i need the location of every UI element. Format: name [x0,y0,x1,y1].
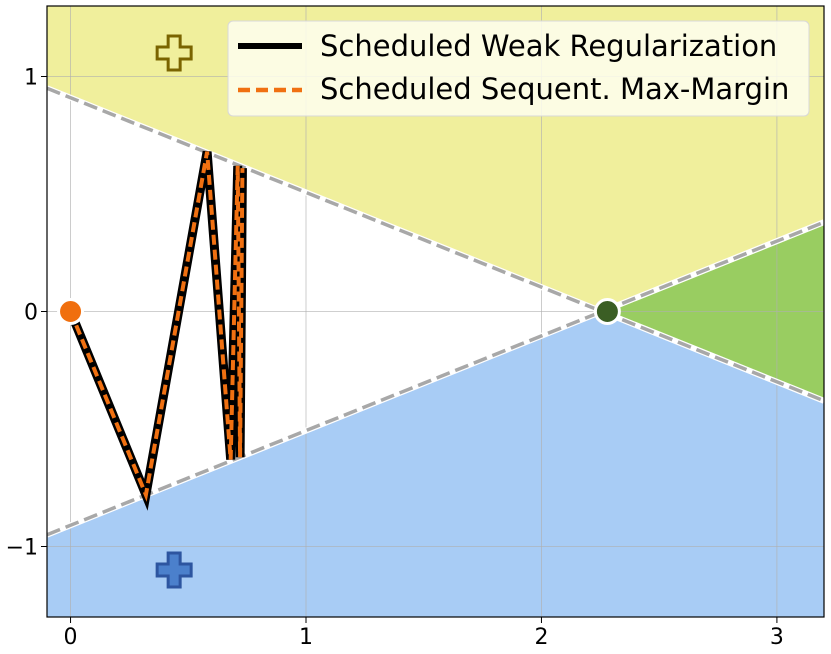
marker-layer [57,34,621,589]
boundary-layer [47,85,824,538]
legend-label-sequent-max-margin: Scheduled Sequent. Max-Margin [320,72,789,106]
lower-plus-marker [155,551,193,589]
upper-plus-marker [155,34,193,72]
y-tick-label: 0 [24,301,38,326]
x-tick-label: 3 [770,625,784,650]
x-tick-label: 0 [64,625,78,650]
series-sequent-max-margin [68,151,245,502]
series-layer [66,150,247,511]
legend: Scheduled Weak Regularization Scheduled … [227,20,810,117]
boundary-halo [47,219,824,538]
y-tick-label: −1 [6,536,38,561]
y-tick-label: 1 [24,66,38,91]
ticks-layer: 0 1 2 3 1 0 −1 [6,66,784,651]
x-tick-label: 1 [299,625,313,650]
intersection-dot [593,298,621,325]
x-tick-label: 2 [534,625,548,650]
legend-box [227,20,810,117]
lower-class-region [47,311,824,617]
legend-label-weak-regularization: Scheduled Weak Regularization [320,29,777,63]
origin-dot [57,298,85,325]
boundary-halo [47,85,824,404]
